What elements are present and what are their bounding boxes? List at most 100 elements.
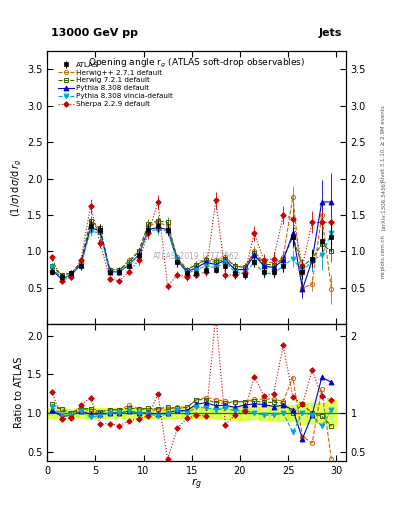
Pythia 8.308 default (117, 269, 122, 275)
Pythia 8.308 default (233, 267, 237, 273)
Herwig++ 2.7.1 default (320, 212, 324, 218)
Pythia 8.308 default (213, 262, 218, 268)
Sherpa 2.2.9 default (310, 219, 314, 225)
Herwig++ 2.7.1 default (136, 248, 141, 254)
Herwig 7.2.1 default (320, 241, 324, 247)
Herwig++ 2.7.1 default (175, 254, 180, 260)
Sherpa 2.2.9 default (262, 257, 266, 263)
Sherpa 2.2.9 default (88, 203, 93, 209)
Sherpa 2.2.9 default (329, 219, 334, 225)
Pythia 8.308 vincia-default (233, 269, 237, 275)
Pythia 8.308 default (194, 264, 199, 270)
X-axis label: $r_g$: $r_g$ (191, 477, 202, 493)
Herwig++ 2.7.1 default (310, 281, 314, 287)
Sherpa 2.2.9 default (233, 272, 237, 278)
Sherpa 2.2.9 default (204, 269, 209, 275)
Pythia 8.308 vincia-default (50, 264, 54, 270)
Herwig 7.2.1 default (117, 267, 122, 273)
Pythia 8.308 default (262, 263, 266, 269)
Pythia 8.308 vincia-default (290, 255, 295, 262)
Herwig 7.2.1 default (242, 264, 247, 270)
Pythia 8.308 default (271, 264, 276, 270)
Pythia 8.308 default (50, 267, 54, 273)
Herwig 7.2.1 default (79, 259, 83, 265)
Pythia 8.308 default (290, 230, 295, 237)
Herwig++ 2.7.1 default (194, 262, 199, 268)
Pythia 8.308 vincia-default (281, 263, 286, 269)
Sherpa 2.2.9 default (290, 216, 295, 222)
Herwig 7.2.1 default (156, 218, 160, 224)
Sherpa 2.2.9 default (79, 257, 83, 263)
Herwig 7.2.1 default (165, 219, 170, 225)
Sherpa 2.2.9 default (156, 199, 160, 205)
Herwig++ 2.7.1 default (204, 255, 209, 262)
Pythia 8.308 vincia-default (204, 263, 209, 269)
Line: Sherpa 2.2.9 default: Sherpa 2.2.9 default (50, 199, 333, 288)
Herwig++ 2.7.1 default (213, 257, 218, 263)
Pythia 8.308 default (223, 257, 228, 263)
Pythia 8.308 vincia-default (59, 275, 64, 282)
Herwig++ 2.7.1 default (59, 272, 64, 278)
Herwig++ 2.7.1 default (184, 267, 189, 273)
Herwig++ 2.7.1 default (127, 257, 131, 263)
Sherpa 2.2.9 default (194, 272, 199, 278)
Pythia 8.308 default (310, 257, 314, 263)
Herwig++ 2.7.1 default (146, 223, 151, 229)
Sherpa 2.2.9 default (252, 230, 257, 237)
Herwig 7.2.1 default (252, 250, 257, 256)
Herwig 7.2.1 default (281, 255, 286, 262)
Herwig++ 2.7.1 default (300, 285, 305, 291)
Herwig 7.2.1 default (233, 263, 237, 269)
Herwig 7.2.1 default (50, 263, 54, 269)
Pythia 8.308 vincia-default (262, 270, 266, 276)
Herwig 7.2.1 default (300, 263, 305, 269)
Pythia 8.308 vincia-default (213, 264, 218, 270)
Pythia 8.308 vincia-default (271, 270, 276, 276)
Pythia 8.308 vincia-default (252, 259, 257, 265)
Pythia 8.308 default (146, 226, 151, 232)
Herwig 7.2.1 default (107, 267, 112, 273)
Pythia 8.308 default (88, 224, 93, 230)
Pythia 8.308 default (281, 257, 286, 263)
Sherpa 2.2.9 default (136, 257, 141, 263)
Herwig++ 2.7.1 default (165, 223, 170, 229)
Pythia 8.308 vincia-default (69, 272, 73, 278)
Sherpa 2.2.9 default (165, 283, 170, 289)
Pythia 8.308 default (184, 269, 189, 275)
Pythia 8.308 vincia-default (165, 228, 170, 234)
Herwig 7.2.1 default (127, 259, 131, 265)
Text: Jets: Jets (319, 28, 342, 38)
Pythia 8.308 vincia-default (127, 262, 131, 268)
Line: Herwig 7.2.1 default: Herwig 7.2.1 default (50, 219, 334, 277)
Sherpa 2.2.9 default (223, 272, 228, 278)
Herwig++ 2.7.1 default (156, 219, 160, 225)
Sherpa 2.2.9 default (59, 278, 64, 284)
Herwig++ 2.7.1 default (50, 263, 54, 269)
Pythia 8.308 vincia-default (184, 270, 189, 276)
Herwig 7.2.1 default (290, 234, 295, 240)
Text: [arXiv:1306.3436]: [arXiv:1306.3436] (381, 180, 386, 230)
Herwig++ 2.7.1 default (252, 248, 257, 254)
Y-axis label: Ratio to ATLAS: Ratio to ATLAS (14, 357, 24, 428)
Herwig++ 2.7.1 default (329, 286, 334, 292)
Text: Rivet 3.1.10, ≥ 2.9M events: Rivet 3.1.10, ≥ 2.9M events (381, 105, 386, 182)
Pythia 8.308 vincia-default (88, 228, 93, 234)
Sherpa 2.2.9 default (98, 240, 103, 246)
Sherpa 2.2.9 default (127, 269, 131, 275)
Herwig++ 2.7.1 default (271, 259, 276, 265)
Herwig 7.2.1 default (329, 248, 334, 254)
Herwig++ 2.7.1 default (242, 264, 247, 270)
Herwig++ 2.7.1 default (107, 267, 112, 273)
Line: Herwig++ 2.7.1 default: Herwig++ 2.7.1 default (50, 195, 334, 291)
Herwig 7.2.1 default (223, 255, 228, 262)
Pythia 8.308 default (252, 252, 257, 258)
Sherpa 2.2.9 default (213, 198, 218, 204)
Pythia 8.308 vincia-default (320, 252, 324, 258)
Sherpa 2.2.9 default (146, 230, 151, 237)
Sherpa 2.2.9 default (320, 219, 324, 225)
Sherpa 2.2.9 default (50, 254, 54, 260)
Pythia 8.308 default (59, 276, 64, 282)
Pythia 8.308 default (98, 228, 103, 234)
Pythia 8.308 vincia-default (223, 259, 228, 265)
Text: ATLAS_2019_I1772062: ATLAS_2019_I1772062 (153, 251, 240, 261)
